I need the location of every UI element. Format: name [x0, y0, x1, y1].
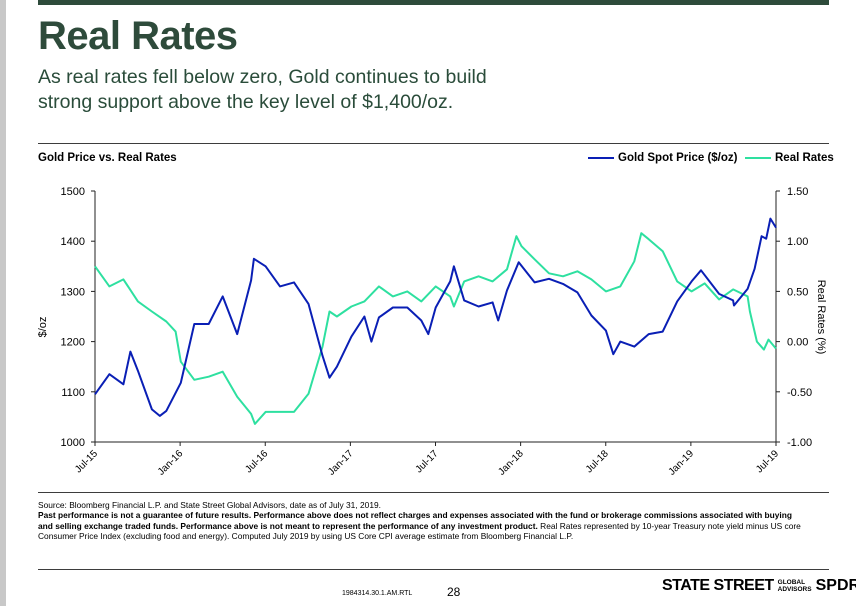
chart-series: [94, 217, 777, 425]
y-axis-label: $/oz: [37, 317, 49, 338]
brand-small-2: ADVISORS: [777, 586, 812, 593]
y-tick-label: 1400: [61, 236, 85, 248]
right-axis-ticks: -1.00 -0.50 0.00 0.50 1.00 1.50: [776, 186, 812, 449]
source-divider: [38, 492, 829, 493]
y2-tick-label: -1.00: [787, 437, 812, 449]
source-note: Source: Bloomberg Financial L.P. and Sta…: [38, 500, 381, 510]
legend-real-rates: Real Rates: [745, 152, 834, 164]
y2-axis-label: Real Rates (%): [815, 280, 827, 355]
legend-gold-swatch: [588, 157, 614, 159]
page-title: Real Rates: [38, 14, 238, 58]
x-tick-label: Jan-18: [496, 448, 526, 478]
disclaimer-normal: Real Rates represented by 10-year Treasu…: [38, 520, 801, 542]
y-tick-label: 1500: [61, 186, 85, 198]
page-subtitle: As real rates fell below zero, Gold cont…: [38, 65, 487, 115]
y-tick-label: 1000: [61, 437, 85, 449]
x-axis-ticks: Jul-15 Jan-16 Jul-16 Jan-17 Jul-17 Jan-18 Jul-…: [73, 442, 781, 478]
document-code: 1984314.30.1.AM.RTL: [342, 590, 413, 597]
legend-gold-label: Gold Spot Price ($/oz): [618, 152, 738, 164]
disclaimer-bold: Past performance is not a guarantee of f…: [38, 510, 792, 531]
left-axis-ticks: 1000 1100 1200 1300 1400 1500: [61, 186, 95, 449]
legend-real-rates-swatch: [745, 157, 771, 159]
series-real-rates: [94, 232, 777, 425]
disclaimer: Past performance is not a guarantee of f…: [38, 510, 808, 542]
footer-divider: [38, 569, 829, 570]
x-tick-label: Jan-16: [156, 448, 186, 478]
brand-small-1: GLOBAL: [777, 579, 806, 586]
y-tick-label: 1300: [61, 286, 85, 298]
y2-tick-label: 0.50: [787, 286, 808, 298]
subtitle-line-1: As real rates fell below zero, Gold cont…: [38, 66, 487, 88]
x-tick-label: Jul-16: [243, 448, 270, 475]
y2-tick-label: -0.50: [787, 387, 812, 399]
x-tick-label: Jan-17: [326, 448, 356, 478]
brand-logo: STATE STREET GLOBAL ADVISORS SPDR®: [662, 577, 856, 595]
page-number: 28: [447, 585, 461, 599]
legend-real-rates-label: Real Rates: [775, 152, 834, 164]
brand-small: GLOBAL ADVISORS: [778, 579, 812, 593]
x-tick-label: Jan-19: [667, 448, 697, 478]
brand-main: STATE STREET: [662, 577, 774, 594]
brand-spdr: SPDR: [815, 577, 856, 594]
gold-vs-real-rates-chart: 1000 1100 1200 1300 1400 1500 -1.00 -0.50 0.00 0…: [37, 186, 827, 478]
chart-axes: [94, 191, 777, 443]
left-edge-bar: [0, 0, 6, 606]
subtitle-line-2: strong support above the key level of $1…: [38, 91, 454, 113]
y-tick-label: 1100: [61, 387, 85, 399]
chart-title: Gold Price vs. Real Rates: [38, 152, 177, 164]
y2-tick-label: 1.50: [787, 186, 808, 198]
x-tick-label: Jul-17: [414, 448, 441, 475]
y-tick-label: 1200: [61, 337, 85, 349]
legend-gold: Gold Spot Price ($/oz): [588, 152, 737, 164]
series-gold-spot-price: [94, 217, 777, 417]
x-tick-label: Jul-18: [584, 448, 611, 475]
y2-tick-label: 1.00: [787, 236, 808, 248]
x-tick-label: Jul-19: [754, 448, 781, 475]
top-rule: [38, 0, 829, 5]
y2-tick-label: 0.00: [787, 337, 808, 349]
header-divider: [38, 143, 829, 144]
x-tick-label: Jul-15: [73, 448, 100, 475]
